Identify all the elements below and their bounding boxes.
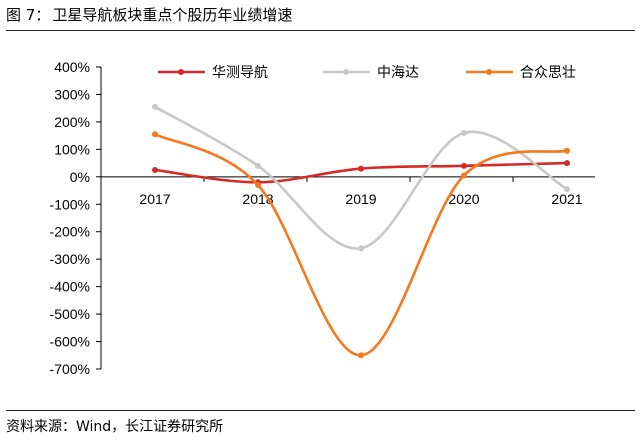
legend: 华测导航 中海达 合众思壮 [158,64,576,80]
x-tick-label: 2020 [448,191,479,207]
line-chart: 400% 300% 200% 100% 0% -100% -200% -300% -400% -5… [50,59,595,377]
y-tick-label: 100% [54,141,90,157]
data-point [564,147,570,154]
figure-title-text: 卫星导航板块重点个股历年业绩增速 [52,6,293,24]
series-line [153,105,569,250]
data-point [461,172,467,179]
figure-title: 图 7： 卫星导航板块重点个股历年业绩增速 [6,4,292,25]
data-point [461,162,467,169]
data-point [255,162,261,169]
data-point [152,166,158,173]
y-tick-label: -400% [50,279,90,295]
y-tick-label: -300% [50,251,90,267]
legend-marker [486,69,492,75]
y-tick-label: -500% [50,306,90,322]
source-note: 资料来源：Wind，长江证券研究所 [6,419,224,435]
y-tick-label: -200% [50,224,90,240]
data-point [152,103,158,110]
y-tick-label: 400% [54,59,90,75]
data-point [461,129,467,136]
y-tick-label: 200% [54,114,90,130]
y-tick-label: -600% [50,334,90,350]
legend-marker [343,69,349,75]
x-tick-label: 2019 [345,191,376,207]
series-3 [152,131,570,359]
x-axis: 2017 2018 2019 2020 2021 [100,176,595,207]
data-point [152,131,158,138]
y-tick-label: -700% [50,361,90,377]
y-tick-label: 0% [70,169,90,185]
y-tick-label: -100% [50,196,90,212]
data-point [564,186,570,193]
legend-label: 合众思壮 [520,64,576,80]
data-point [358,352,364,359]
title-divider [6,30,635,31]
legend-label: 华测导航 [212,64,268,80]
x-tick-label: 2021 [551,191,582,207]
legend-label: 中海达 [377,64,419,80]
legend-marker [178,69,184,75]
y-axis: 400% 300% 200% 100% 0% -100% -200% -300% -400% -5… [50,59,102,377]
y-tick-label: 300% [54,86,90,102]
series-2 [152,103,570,252]
data-point [358,245,364,252]
source-divider [6,410,635,411]
series-layer [152,103,570,359]
series-1 [152,160,570,186]
figure-number: 图 7： [6,6,51,24]
data-point [255,182,261,189]
x-tick-label: 2017 [139,191,170,207]
data-point [564,160,570,167]
data-point [358,165,364,172]
